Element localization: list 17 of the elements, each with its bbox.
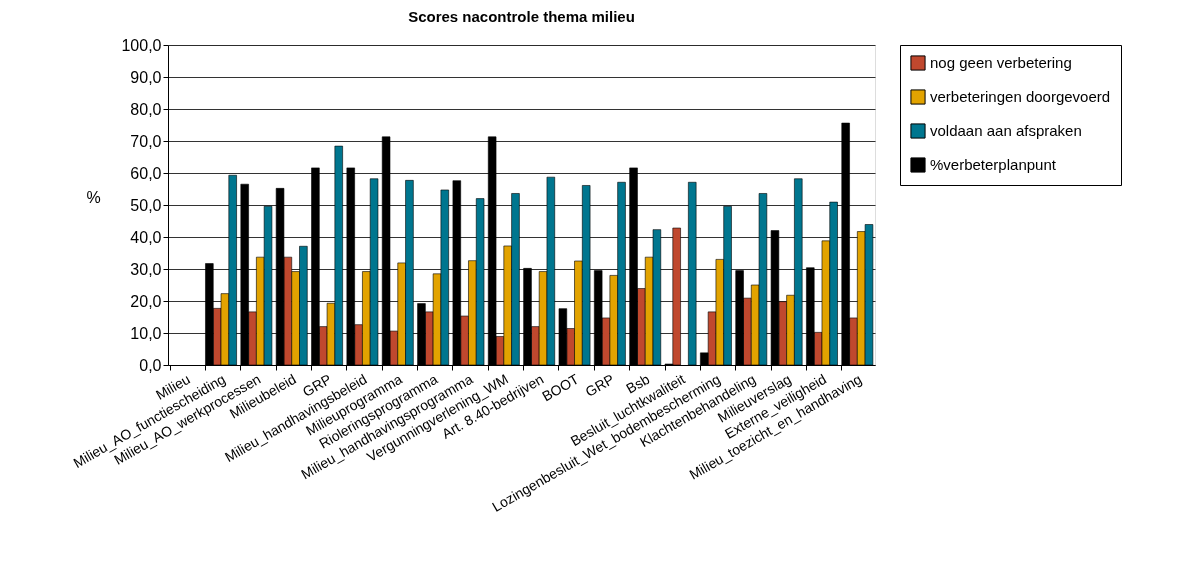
legend-label: verbeteringen doorgevoerd (930, 88, 1111, 105)
y-tick-label: 30,0 (130, 260, 162, 278)
y-tick-label: 80,0 (130, 100, 162, 118)
y-tick-label: 0,0 (139, 356, 162, 374)
y-tick-label: 20,0 (130, 292, 162, 310)
chart-title: Scores nacontrole thema milieu (408, 8, 635, 25)
y-tick-label: 40,0 (130, 228, 162, 246)
y-tick-label: 100,0 (121, 36, 162, 54)
y-axis-title: % (86, 188, 101, 206)
legend-label: %verbeterplanpunt (930, 156, 1057, 173)
y-tick-label: 50,0 (130, 196, 162, 214)
y-tick-label: 10,0 (130, 324, 162, 342)
y-tick-label: 70,0 (130, 132, 162, 150)
legend-label: voldaan aan afspraken (930, 122, 1082, 139)
y-tick-label: 90,0 (130, 68, 162, 86)
y-tick-label: 60,0 (130, 164, 162, 182)
legend-label: nog geen verbetering (930, 54, 1072, 71)
